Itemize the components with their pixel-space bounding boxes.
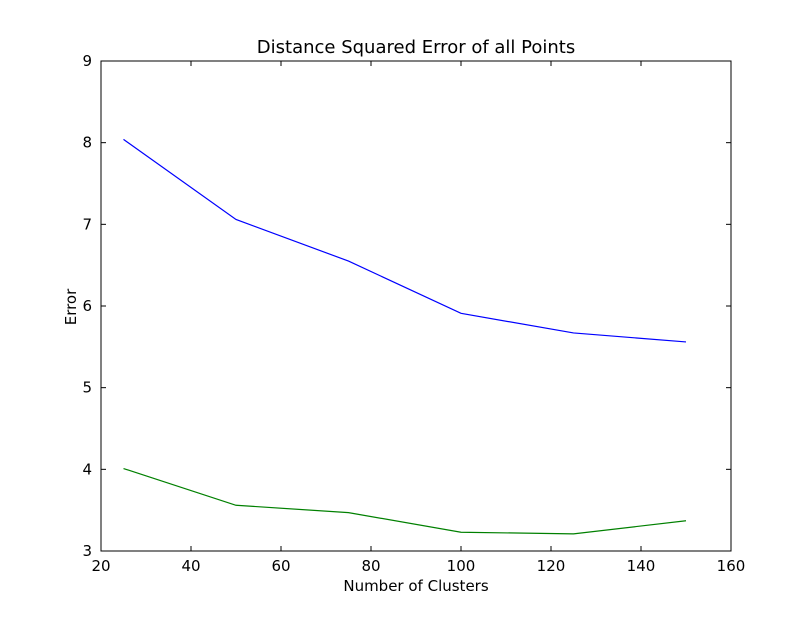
x-tick-label: 140 [627, 557, 656, 575]
x-tick-label: 100 [447, 557, 476, 575]
x-axis-label: Number of Clusters [343, 577, 488, 595]
y-tick-label: 5 [82, 379, 92, 397]
tick-labels: 20 40 60 80 100 120 140 160 3 4 5 6 7 8 9 [82, 52, 745, 575]
x-tick-label: 60 [271, 557, 290, 575]
y-tick-label: 3 [82, 542, 92, 560]
y-tick-label: 8 [82, 134, 92, 152]
x-tick-label: 160 [717, 557, 746, 575]
series-line-2 [123, 467, 687, 535]
chart-title: Distance Squared Error of all Points [257, 37, 575, 58]
plot-area-frame [100, 60, 732, 552]
axis-ticks [100, 60, 732, 552]
y-tick-label: 9 [82, 52, 92, 70]
y-tick-label: 4 [82, 460, 92, 478]
y-tick-label: 6 [82, 297, 92, 315]
x-tick-label: 20 [91, 557, 110, 575]
x-tick-label: 80 [361, 557, 380, 575]
y-tick-label: 7 [82, 215, 92, 233]
plot-lines [123, 138, 687, 535]
y-axis-label: Error [62, 288, 80, 325]
x-tick-label: 120 [537, 557, 566, 575]
x-tick-label: 40 [181, 557, 200, 575]
series-line-1 [123, 138, 687, 343]
